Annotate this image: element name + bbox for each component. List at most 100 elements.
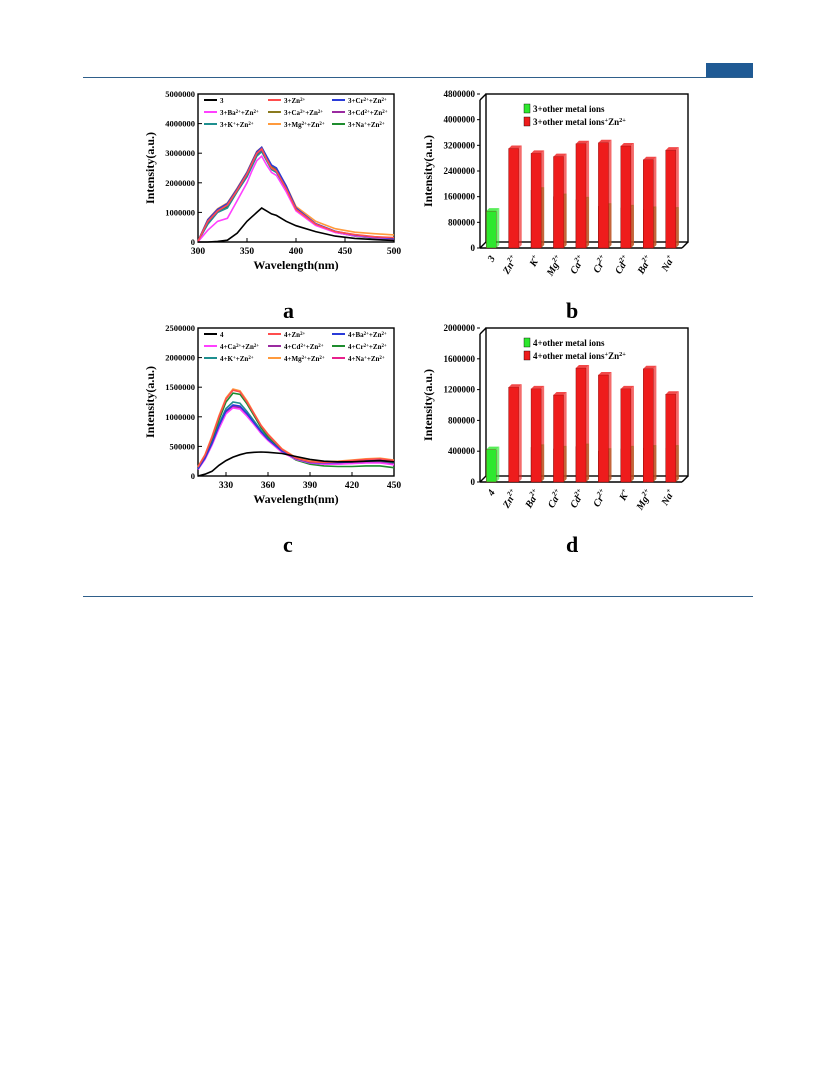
x-tick-label: 450 [387,481,402,491]
chart-d: 0 400000 800000 1200000 1600000 2000000 Intens… [421,323,689,513]
y-tick-label: 1500000 [165,382,195,392]
bar-side [653,156,657,248]
plot-corner [479,475,487,483]
top-rule [83,77,753,78]
x-tick-label: Cd2+ [612,253,633,276]
y-tick-label: 800000 [448,217,476,227]
legend-label: 4+other metal ions+Zn2+ [533,351,626,362]
y-tick-label: 4800000 [444,89,476,99]
series-line [197,146,395,242]
bar-top [643,156,657,160]
y-tick-label: 0 [191,237,195,247]
bar [530,388,542,483]
legend-label: 4+Ca2++Zn2+ [220,343,259,351]
y-tick-label: 3000000 [165,148,195,158]
bar-top [508,145,522,149]
legend-swatch [523,116,531,127]
bar-side [608,139,612,248]
legend-swatch [523,103,531,114]
bar-side [496,446,500,482]
plot-corner [479,93,487,101]
bar [598,374,609,483]
series-line [197,392,395,469]
bottom-rule [83,596,753,597]
y-tick-label: 2400000 [444,166,476,176]
bar-side [675,391,679,482]
bar-side [518,384,522,482]
y-tick-label: 2000000 [165,178,195,188]
legend-label: 3+Zn2+ [284,97,306,105]
bar-side [586,140,590,248]
bar [643,159,654,249]
bar [598,142,609,249]
x-tick-label: Ba2+ [521,487,542,511]
bar-top [575,365,590,369]
legend-label: 3+Cr2++Zn2+ [348,97,387,105]
bar-top [665,147,679,151]
bar-side [541,385,545,482]
x-tick-label: Mg2+ [632,487,654,513]
x-tick-label: 400 [289,247,304,257]
y-tick-label: 1000000 [165,412,195,422]
x-tick-label: 3 [485,254,498,265]
legend-label: 4+Cr2++Zn2+ [348,343,387,351]
x-tick-label: K+ [526,253,543,270]
legend-label: 4+Mg2++Zn2+ [284,355,325,363]
bar-side [630,385,634,482]
x-tick-label: Na+ [658,487,678,508]
bar [485,210,497,249]
bar-top [553,153,567,157]
y-axis-label: Intensity(a.u.) [421,135,435,207]
y-tick-label: 0 [191,471,195,481]
series-line [198,207,395,243]
legend-label: 3+other metal ions [533,104,605,114]
x-axis-label: Wavelength(nm) [253,258,338,272]
chart-b: 0 800000 1600000 2400000 3200000 4000000 48000… [421,89,689,279]
legend-label: 4+Cd2++Zn2+ [284,343,324,351]
x-tick-label: 300 [191,247,206,257]
x-tick-label: 450 [338,247,353,257]
bar-side [563,391,567,482]
y-tick-label: 1600000 [444,354,476,364]
legend-label: 4+other metal ions [533,338,605,348]
legend-label: 3+Ca2++Zn2+ [284,109,323,117]
series-line [197,389,395,468]
panel-label-d: d [566,532,579,557]
bar [575,143,587,249]
chart-c: 0 500000 1000000 1500000 2000000 2500000 330 36… [143,323,402,506]
legend-label: 3 [220,97,224,105]
legend-label: 3+Cd2++Zn2+ [348,109,388,117]
y-tick-label: 1200000 [444,385,476,395]
bar-side [518,145,522,248]
bar [553,156,564,249]
x-tick-label: Ca2+ [544,487,565,510]
series-line [197,154,395,243]
plot-corner [681,475,689,483]
bar-side [563,153,567,248]
x-tick-label: Cd2+ [567,487,588,510]
y-tick-label: 2000000 [165,353,195,363]
series-line [197,146,395,242]
series-line [197,146,395,242]
bar-side [675,147,679,248]
bar-top [486,208,500,212]
bar-top [486,446,500,450]
y-tick-label: 3200000 [444,140,476,150]
y-tick-label: 0 [471,243,476,253]
y-tick-label: 800000 [448,415,476,425]
plot-frame [197,327,395,477]
header-tab [706,63,753,77]
x-tick-label: Zn2+ [499,487,520,511]
series-line [197,147,395,242]
x-tick-label: Na+ [658,253,678,274]
y-tick-label: 1000000 [165,207,195,217]
bar-top [598,139,612,143]
x-tick-label: K+ [615,487,632,504]
bar [665,149,677,249]
y-tick-label: 4000000 [444,115,476,125]
legend-label: 4+Zn2+ [284,331,306,339]
bar [620,388,632,483]
bar-top [531,385,545,389]
x-tick-label: 360 [261,481,276,491]
chart-a: 0 1000000 2000000 3000000 4000000 5000000 300 3… [143,89,401,272]
